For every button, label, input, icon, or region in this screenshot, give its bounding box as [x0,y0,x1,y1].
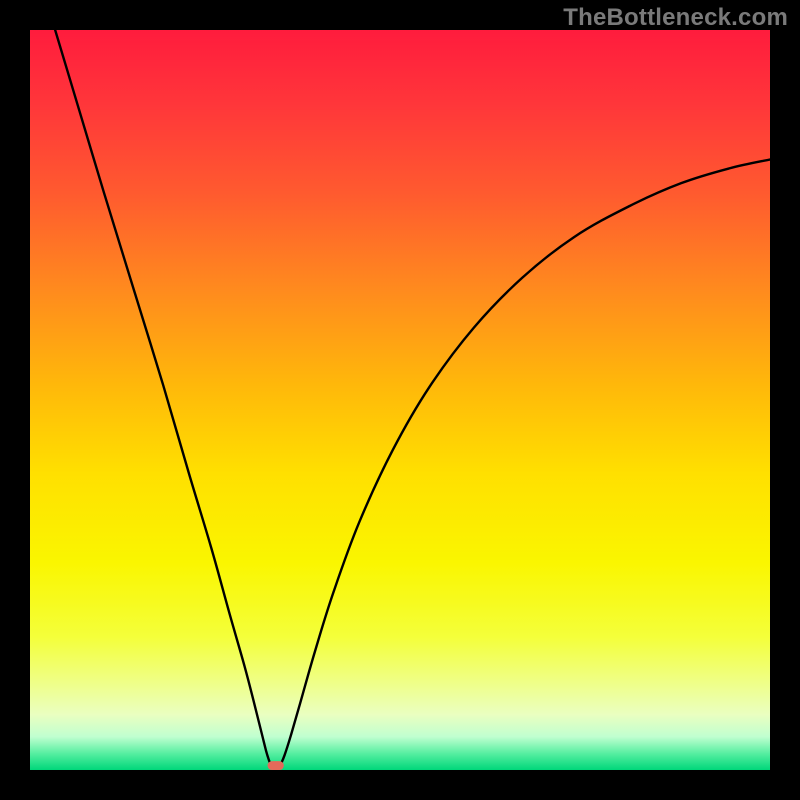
bottleneck-marker [268,761,284,770]
chart-root: TheBottleneck.com [0,0,800,800]
plot-background [30,30,770,770]
chart-svg [0,0,800,800]
watermark-text: TheBottleneck.com [563,4,788,32]
